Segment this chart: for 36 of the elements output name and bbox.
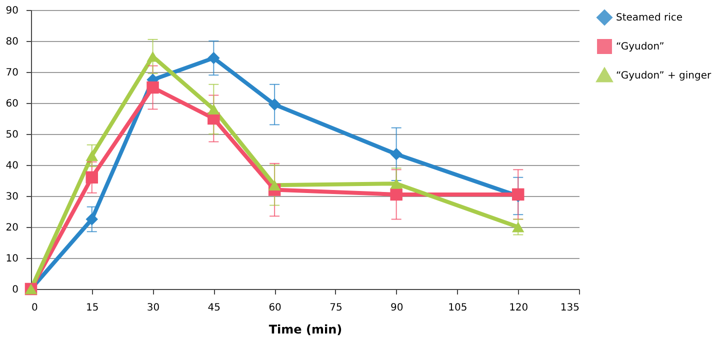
x-tick-label: 135 [560,302,580,314]
point [268,180,281,190]
y-tick-label: 10 [6,254,18,264]
point [146,81,159,94]
x-tick-label: 45 [208,302,221,314]
point [86,171,98,184]
x-tick-label: 30 [146,302,160,314]
y-tick-label: 0 [12,284,18,296]
point [390,178,402,189]
x-tick-label: 105 [448,302,468,314]
point [208,52,220,64]
point [390,188,402,201]
y-tick-label: 30 [6,192,18,202]
y-tick-label: 20 [6,222,18,234]
x-axis-title: Time (min) [268,322,342,336]
legend-label: Steamed rice [616,12,683,24]
point [86,213,98,226]
point [390,148,402,160]
y-tick-label: 60 [6,98,18,110]
x-tick-label: 90 [390,302,404,314]
x-tick-label: 75 [330,302,342,314]
y-tick-label: 90 [6,6,18,16]
x-tick-label: 15 [86,302,99,314]
point [208,104,220,115]
y-tick-label: 50 [6,130,18,140]
point [268,98,281,111]
legend-label: “Gyudon” + ginger [616,70,712,82]
legend-label: “Gyudon” [616,42,664,52]
y-tick-label: 40 [6,160,18,172]
x-tick-label: 120 [509,302,528,314]
y-tick-label: 70 [6,68,18,78]
y-tick-label: 80 [6,36,18,48]
x-tick-label: 60 [268,302,282,314]
point [86,150,98,162]
point [512,222,524,232]
x-tick-label: 0 [32,302,38,314]
